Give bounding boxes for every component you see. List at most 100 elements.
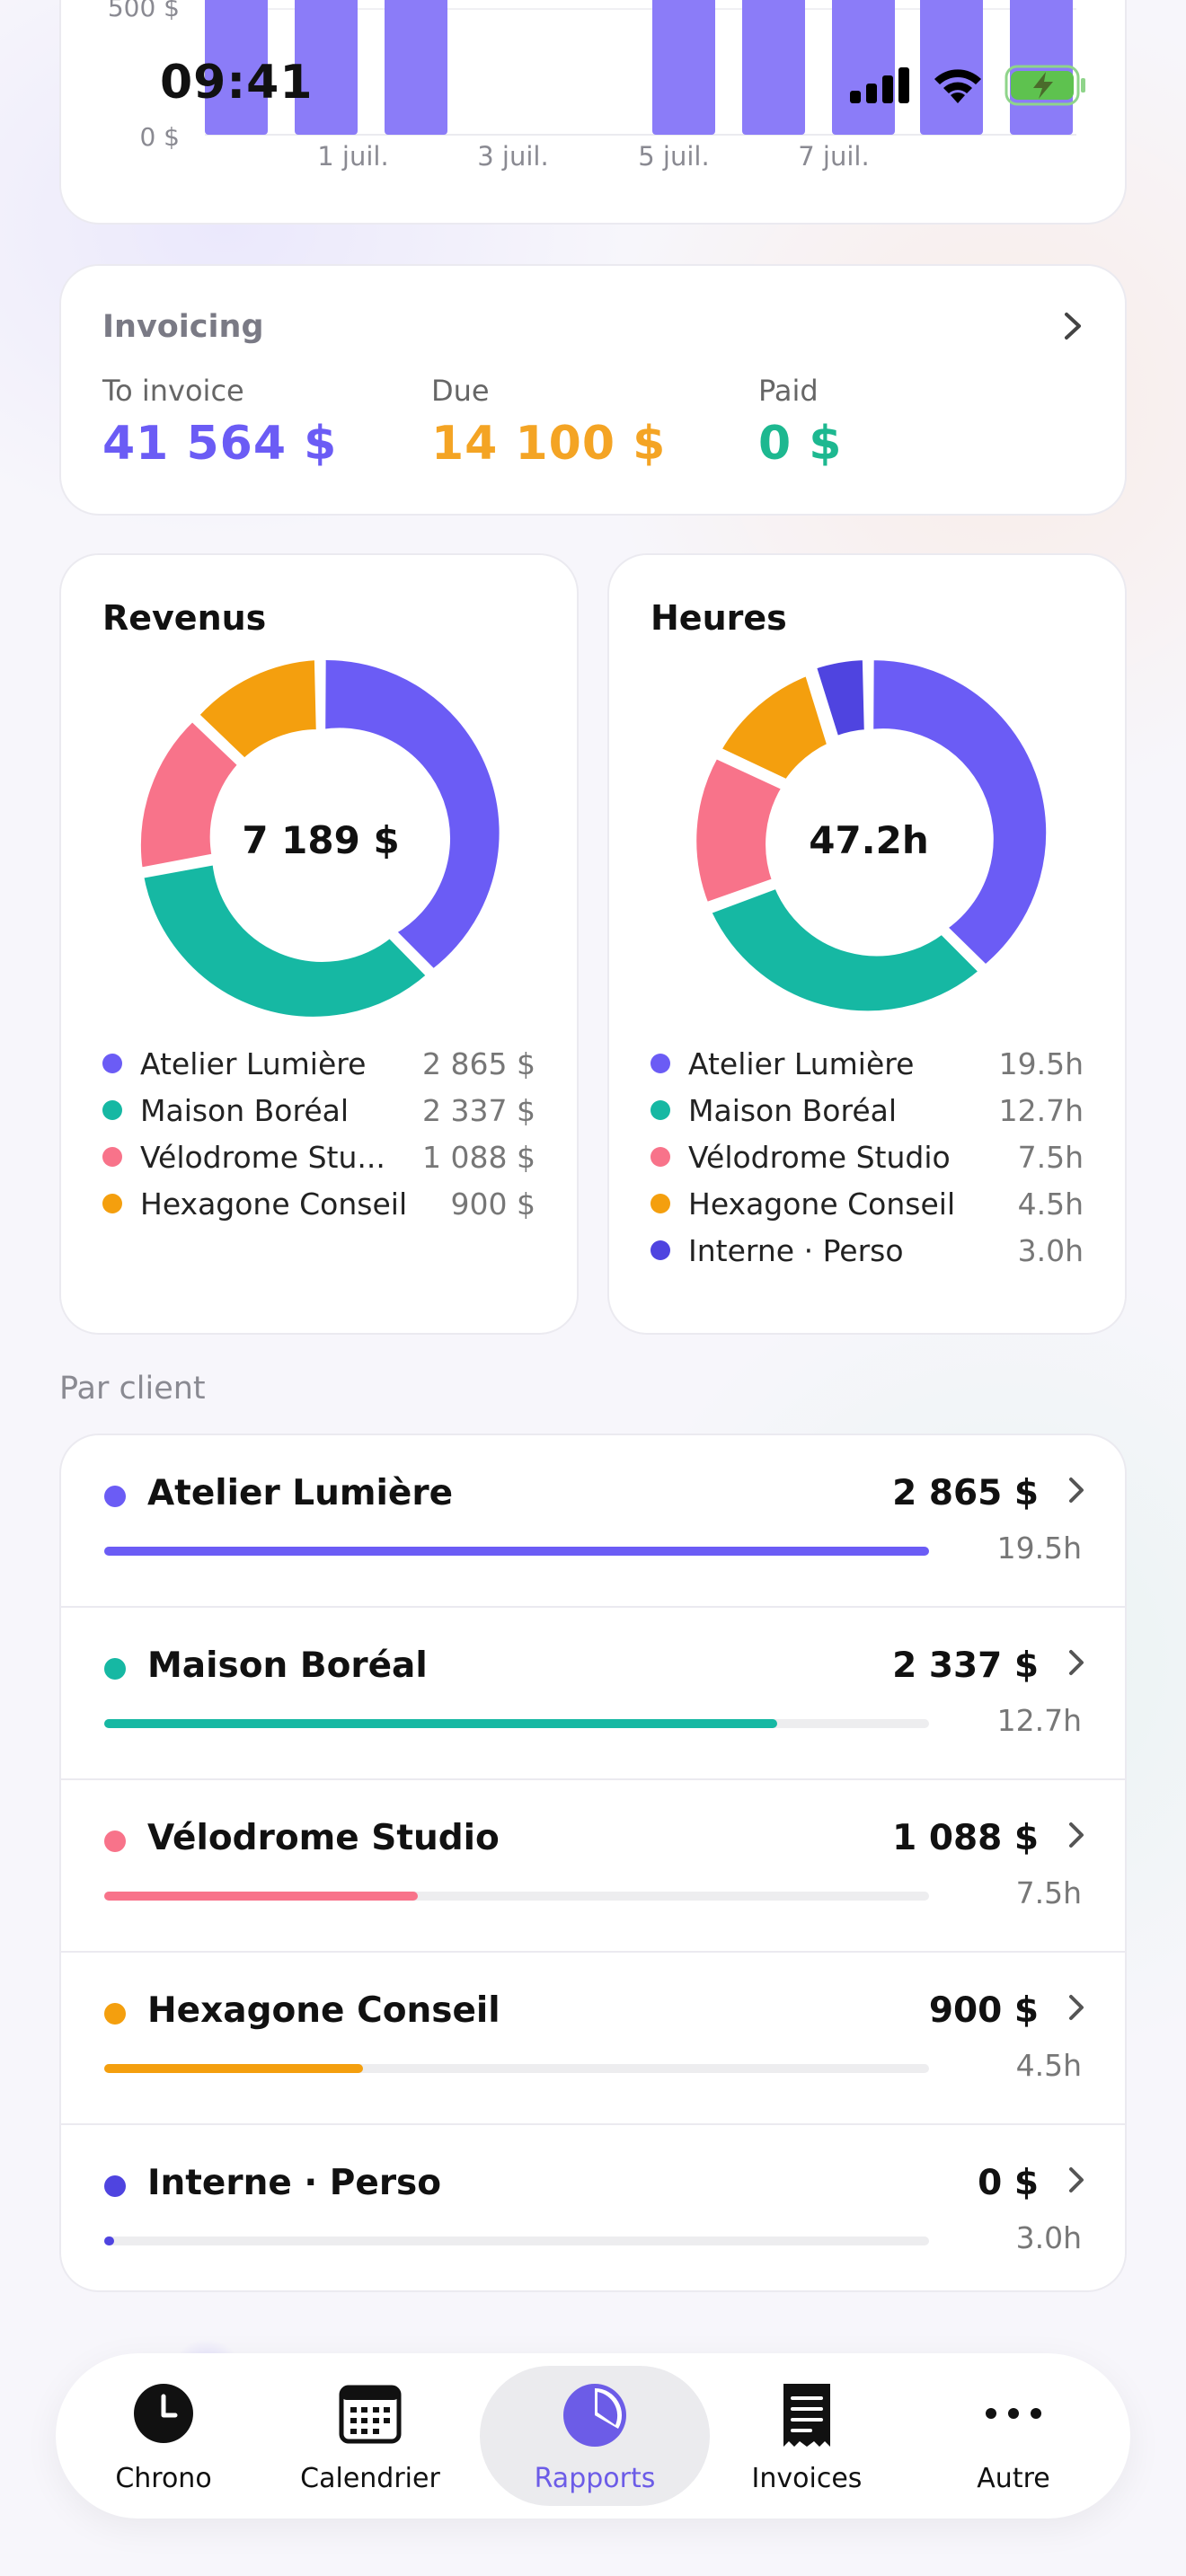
legend-value: 1 088 $: [422, 1139, 535, 1175]
revenus-donut-chart: [137, 656, 505, 1022]
more-icon: [986, 2408, 1041, 2419]
legend-item: Atelier Lumière 19.5h: [651, 1040, 1084, 1087]
legend-dot: [651, 1100, 670, 1120]
legend-value: 2 337 $: [422, 1092, 535, 1128]
slice-atelier-lumiere: [868, 656, 1052, 970]
chevron-right-icon[interactable]: [1062, 311, 1084, 341]
slice-hexagone-conseil: [715, 670, 833, 785]
client-name: Interne · Perso: [147, 2163, 442, 2203]
daily-chart-card: 500 $ 0 $ 1 juil. 3 juil. 5 juil. 7 juil…: [59, 0, 1127, 225]
client-progress-track: [104, 1892, 929, 1901]
revenus-card[interactable]: Revenus 7 189 $ Atelier Lumière 2 865 $ …: [59, 553, 579, 1335]
legend-value: 7.5h: [1017, 1139, 1084, 1175]
client-amount: 900 $: [928, 1990, 1039, 2031]
receipt-icon: [783, 2384, 830, 2447]
tab-label: Chrono: [115, 2463, 212, 2494]
client-amount: 1 088 $: [892, 1818, 1039, 1858]
paid-stat: Paid 0 $: [758, 374, 842, 471]
client-row-atelier-lumiere[interactable]: Atelier Lumière 2 865 $ 19.5h: [61, 1435, 1125, 1608]
legend-value: 2 865 $: [422, 1045, 535, 1081]
battery-charging-icon: [1005, 65, 1085, 106]
tab-rapports[interactable]: Rapports: [487, 2353, 703, 2519]
revenus-title: Revenus: [102, 598, 267, 638]
client-row-interne-perso[interactable]: Interne · Perso 0 $ 3.0h: [61, 2125, 1125, 2290]
slice-velodrome-studio: [691, 753, 787, 908]
y-tick-0: 0 $: [139, 122, 180, 152]
client-row-hexagone-conseil[interactable]: Hexagone Conseil 900 $ 4.5h: [61, 1953, 1125, 2125]
bar: [832, 0, 895, 135]
x-tick-1: 1 juil.: [317, 141, 388, 172]
client-progress-fill: [104, 2236, 115, 2245]
legend-value: 3.0h: [1017, 1232, 1084, 1268]
bar: [295, 0, 358, 135]
client-progress-fill: [104, 1719, 778, 1728]
tab-label: Autre: [977, 2463, 1050, 2494]
client-progress-track: [104, 1547, 929, 1556]
client-name: Maison Boréal: [147, 1645, 428, 1686]
client-row-velodrome-studio[interactable]: Vélodrome Studio 1 088 $ 7.5h: [61, 1780, 1125, 1953]
legend-dot: [102, 1147, 122, 1167]
status-time: 09:41: [160, 56, 314, 110]
slice-maison-boreal: [138, 860, 432, 1022]
client-hours: 3.0h: [1015, 2220, 1082, 2255]
invoicing-card[interactable]: Invoicing To invoice 41 564 $ Due 14 100…: [59, 264, 1127, 516]
slice-hexagone-conseil: [193, 656, 322, 764]
client-progress-fill: [104, 2064, 364, 2073]
client-hours: 19.5h: [996, 1531, 1082, 1566]
tab-label: Invoices: [751, 2463, 863, 2494]
client-list: Atelier Lumière 2 865 $ 19.5h Maison Bor…: [59, 1434, 1127, 2292]
client-color-dot: [104, 1831, 126, 1852]
to-invoice-stat: To invoice 41 564 $: [102, 374, 337, 471]
slice-atelier-lumiere: [320, 656, 505, 975]
heures-total: 47.2h: [809, 817, 929, 862]
revenus-legend: Atelier Lumière 2 865 $ Maison Boréal 2 …: [102, 1040, 535, 1227]
legend-dot: [651, 1147, 670, 1167]
due-stat: Due 14 100 $: [431, 374, 666, 471]
client-name: Vélodrome Studio: [147, 1818, 500, 1858]
y-tick-500: 500 $: [108, 0, 180, 22]
chevron-right-icon: [1069, 1822, 1084, 1848]
tab-autre[interactable]: Autre: [906, 2353, 1121, 2519]
due-value: 14 100 $: [431, 417, 667, 471]
tab-invoices[interactable]: Invoices: [699, 2353, 915, 2519]
client-hours: 7.5h: [1015, 1875, 1082, 1910]
paid-label: Paid: [758, 374, 819, 408]
legend-dot: [651, 1194, 670, 1213]
legend-name: Vélodrome Studio: [688, 1139, 951, 1175]
legend-name: Hexagone Conseil: [140, 1186, 408, 1222]
chevron-right-icon: [1069, 2167, 1084, 2192]
x-tick-5: 5 juil.: [638, 141, 709, 172]
legend-item: Atelier Lumière 2 865 $: [102, 1040, 535, 1087]
invoicing-title: Invoicing: [102, 309, 264, 345]
legend-item: Hexagone Conseil 4.5h: [651, 1180, 1084, 1227]
legend-name: Vélodrome Stu...: [140, 1139, 385, 1175]
to-invoice-label: To invoice: [102, 374, 244, 408]
client-color-dot: [104, 1658, 126, 1680]
tab-calendrier[interactable]: Calendrier: [262, 2353, 478, 2519]
legend-dot: [651, 1054, 670, 1073]
legend-name: Atelier Lumière: [688, 1045, 915, 1081]
legend-dot: [102, 1054, 122, 1073]
daily-bar-chart: 500 $ 0 $ 1 juil. 3 juil. 5 juil. 7 juil…: [108, 0, 1076, 172]
legend-value: 900 $: [450, 1186, 535, 1222]
client-amount: 0 $: [978, 2163, 1039, 2203]
legend-value: 4.5h: [1017, 1186, 1084, 1222]
bar: [652, 0, 715, 135]
calendar-icon: [339, 2385, 402, 2444]
wifi-icon: [934, 69, 981, 103]
client-color-dot: [104, 1486, 126, 1507]
client-row-maison-boreal[interactable]: Maison Boréal 2 337 $ 12.7h: [61, 1608, 1125, 1780]
tab-label: Rapports: [534, 2463, 656, 2494]
client-hours: 12.7h: [996, 1703, 1082, 1738]
legend-item: Hexagone Conseil 900 $: [102, 1180, 535, 1227]
heures-card[interactable]: Heures 47.2h Atelier Lumière 19.5h Maiso…: [607, 553, 1127, 1335]
legend-item: Maison Boréal 12.7h: [651, 1087, 1084, 1134]
tab-bar: Chrono Calendrier Rapports: [56, 2353, 1130, 2519]
tab-chrono[interactable]: Chrono: [56, 2353, 271, 2519]
legend-item: Vélodrome Stu... 1 088 $: [102, 1134, 535, 1180]
bar: [920, 0, 983, 135]
legend-name: Maison Boréal: [140, 1092, 350, 1128]
heures-legend: Atelier Lumière 19.5h Maison Boréal 12.7…: [651, 1040, 1084, 1274]
client-name: Atelier Lumière: [147, 1473, 454, 1513]
legend-name: Atelier Lumière: [140, 1045, 367, 1081]
